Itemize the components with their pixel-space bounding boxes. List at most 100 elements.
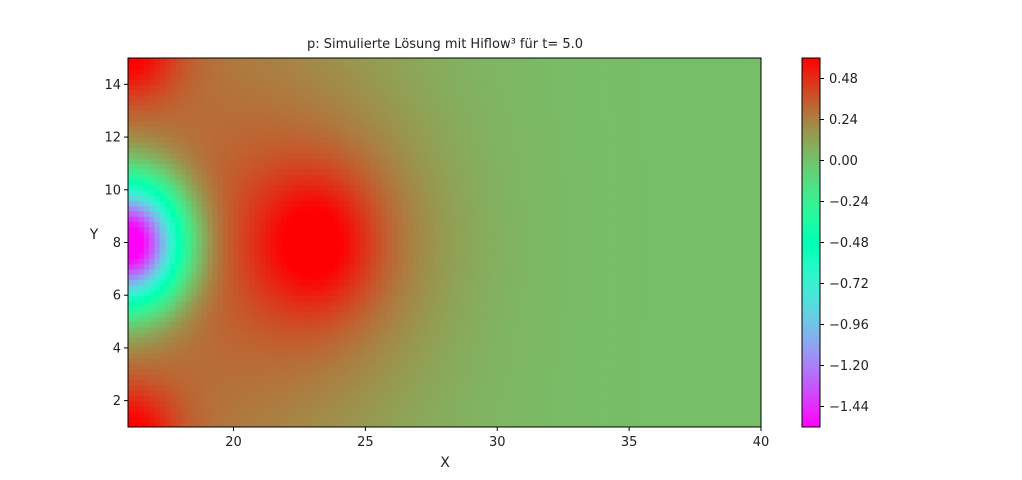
field-cell xyxy=(275,358,282,365)
field-cell xyxy=(344,226,351,233)
field-cell xyxy=(491,237,498,244)
field-cell xyxy=(175,384,182,391)
field-cell xyxy=(481,100,488,107)
field-cell xyxy=(275,79,282,85)
field-cell xyxy=(133,89,140,96)
field-cell xyxy=(154,58,161,64)
field-cell xyxy=(460,142,467,149)
field-cell xyxy=(307,200,314,207)
field-cell xyxy=(354,58,361,64)
field-cell xyxy=(328,247,335,254)
field-cell xyxy=(259,100,266,107)
field-cell xyxy=(296,205,303,212)
field-cell xyxy=(391,205,398,212)
field-cell xyxy=(280,210,287,217)
field-cell xyxy=(402,411,409,418)
field-cell xyxy=(360,321,366,328)
field-cell xyxy=(465,94,472,101)
field-cell xyxy=(128,400,134,407)
field-cell xyxy=(460,179,467,186)
field-cell xyxy=(186,131,192,138)
field-cell xyxy=(407,137,414,143)
field-cell xyxy=(365,411,372,418)
field-cell xyxy=(497,369,504,375)
field-cell xyxy=(254,63,261,70)
field-cell xyxy=(407,405,414,412)
field-cell xyxy=(222,73,229,80)
field-cell xyxy=(497,253,504,259)
field-cell xyxy=(238,131,245,138)
field-cell xyxy=(433,142,440,149)
field-cell xyxy=(449,226,456,233)
field-cell xyxy=(133,242,140,249)
field-cell xyxy=(433,68,440,75)
field-cell xyxy=(286,231,293,238)
field-cell xyxy=(196,242,203,249)
field-cell xyxy=(465,105,472,112)
field-cell xyxy=(164,210,171,217)
field-cell xyxy=(328,358,335,365)
field-cell xyxy=(470,152,477,159)
field-cell xyxy=(328,68,335,75)
field-cell xyxy=(222,237,229,244)
field-cell xyxy=(280,358,287,365)
field-cell xyxy=(349,326,356,333)
field-cell xyxy=(244,405,250,412)
field-cell xyxy=(323,231,330,238)
field-cell xyxy=(439,347,446,354)
field-cell xyxy=(349,179,356,186)
field-cell xyxy=(465,326,472,333)
field-cell xyxy=(275,390,282,396)
field-cell xyxy=(312,347,319,354)
field-cell xyxy=(270,363,277,370)
field-cell xyxy=(254,126,261,133)
field-cell xyxy=(418,163,425,170)
field-cell xyxy=(455,58,461,64)
field-cell xyxy=(333,263,340,270)
field-cell xyxy=(439,237,446,244)
field-cell xyxy=(375,263,382,270)
field-cell xyxy=(333,89,340,96)
field-cell xyxy=(302,411,308,418)
field-cell xyxy=(354,210,361,217)
field-cell xyxy=(397,279,403,286)
field-cell xyxy=(159,337,166,344)
field-cell xyxy=(349,168,356,175)
field-cell xyxy=(433,390,440,396)
field-cell xyxy=(397,137,403,143)
field-cell xyxy=(433,79,440,85)
field-cell xyxy=(402,416,409,423)
field-cell xyxy=(444,126,451,133)
field-cell xyxy=(323,179,330,186)
field-cell xyxy=(286,247,293,254)
field-cell xyxy=(360,195,366,201)
field-cell xyxy=(491,411,498,418)
field-cell xyxy=(397,384,403,391)
field-cell xyxy=(449,311,456,317)
field-cell xyxy=(154,147,161,154)
field-cell xyxy=(375,253,382,259)
field-cell xyxy=(486,163,493,170)
field-cell xyxy=(244,100,250,107)
field-cell xyxy=(407,105,414,112)
field-cell xyxy=(244,300,250,307)
field-cell xyxy=(143,289,150,296)
field-cell xyxy=(397,363,403,370)
field-cell xyxy=(317,110,324,117)
field-cell xyxy=(370,110,377,117)
field-cell xyxy=(249,316,256,323)
field-cell xyxy=(439,210,446,217)
field-cell xyxy=(433,163,440,170)
field-cell xyxy=(212,226,219,233)
field-cell xyxy=(354,100,361,107)
field-cell xyxy=(201,332,208,338)
field-cell xyxy=(375,316,382,323)
field-cell xyxy=(164,379,171,386)
field-cell xyxy=(228,105,235,112)
field-cell xyxy=(497,100,504,107)
field-cell xyxy=(433,337,440,344)
field-cell xyxy=(164,332,171,338)
field-cell xyxy=(265,305,272,312)
field-cell xyxy=(486,237,493,244)
field-cell xyxy=(164,400,171,407)
